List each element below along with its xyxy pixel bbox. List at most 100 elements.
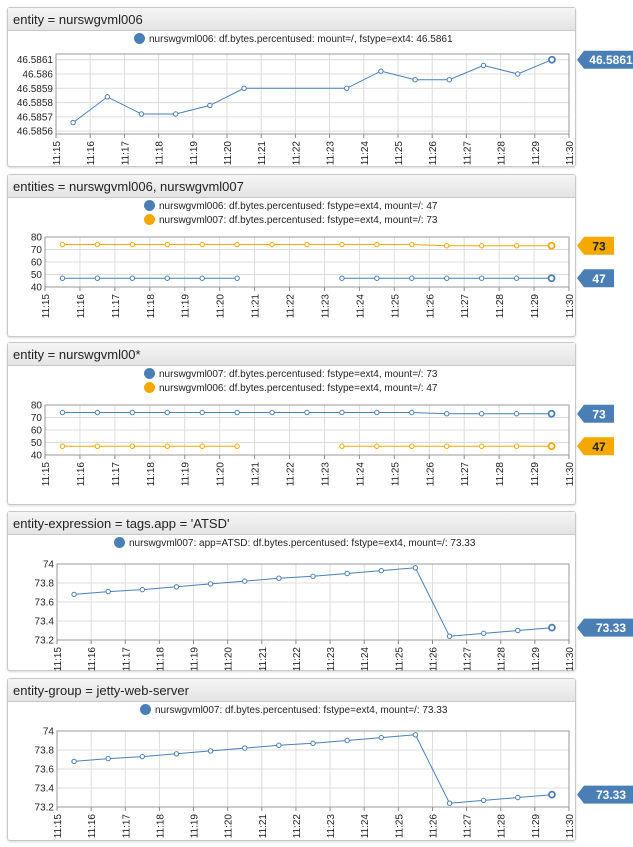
x-tick-label: 11:25 — [390, 462, 401, 487]
data-point — [59, 275, 66, 281]
data-point — [173, 584, 180, 590]
legend-item[interactable]: nurswgvml006: df.bytes.percentused: fsty… — [144, 382, 438, 396]
chart-plot[interactable]: 11:15 11:16 11:17 11:18 11:19 11:20 11:21 11:22… — [8, 399, 633, 509]
x-tick-label: 11:26 — [428, 141, 439, 166]
badge-shape — [577, 785, 633, 804]
data-point — [164, 241, 170, 248]
data-point — [138, 111, 145, 117]
y-tick-label: 73.8 — [35, 579, 55, 590]
y-tick-label: 73.2 — [35, 803, 55, 814]
data-point — [94, 241, 101, 248]
data-point — [374, 241, 380, 248]
x-tick-label: 11:29 — [531, 141, 542, 166]
x-tick-label: 11:23 — [326, 647, 337, 672]
y-tick-label: 73.4 — [35, 784, 55, 795]
data-point — [207, 581, 214, 587]
x-tick-label: 11:23 — [326, 814, 337, 839]
data-point — [515, 71, 521, 77]
x-tick-label: 11:26 — [428, 814, 439, 839]
y-tick-label: 46.5858 — [17, 98, 54, 109]
data-point — [199, 275, 205, 281]
badge-shape — [577, 618, 633, 637]
x-tick-label: 11:30 — [565, 462, 576, 487]
y-tick-label: 73.8 — [35, 746, 55, 757]
plot-frame — [44, 236, 570, 288]
legend-item[interactable]: nurswgvml007: df.bytes.percentused: fsty… — [144, 368, 438, 382]
data-point — [242, 578, 248, 584]
y-tick-label: 74 — [43, 727, 55, 738]
data-point — [269, 409, 275, 416]
y-tick-label: 50 — [31, 438, 43, 449]
chart-plot[interactable]: 11:15 11:16 11:17 11:18 11:19 11:20 11:21 11:22… — [8, 231, 633, 341]
data-point — [105, 755, 111, 762]
data-point — [478, 443, 485, 449]
data-point — [71, 758, 77, 765]
data-point — [199, 443, 205, 449]
data-point — [139, 753, 146, 760]
legend-item[interactable]: nurswgvml007: app=ATSD: df.bytes.percent… — [114, 537, 475, 551]
plot-frame — [56, 730, 570, 808]
data-point — [104, 94, 111, 100]
x-tick-label: 11:27 — [463, 814, 474, 839]
legend-item[interactable]: nurswgvml006: df.bytes.percentused: fsty… — [144, 200, 438, 214]
x-tick-label: 11:27 — [460, 294, 471, 319]
data-point — [409, 443, 415, 449]
legend-label: nurswgvml007: app=ATSD: df.bytes.percent… — [129, 538, 476, 549]
widget-entity-group: entity-group = jetty-web-server nurswgvm… — [7, 678, 633, 841]
data-point — [444, 443, 450, 449]
badge-value: 73 — [592, 239, 606, 253]
badge-shape — [577, 236, 614, 255]
legend-dot-icon — [134, 33, 145, 44]
legend-item[interactable]: nurswgvml007: df.bytes.percentused: fsty… — [144, 214, 438, 228]
data-point — [234, 443, 240, 449]
y-tick-label: 40 — [31, 283, 43, 294]
data-point — [513, 443, 520, 449]
data-point — [513, 275, 520, 281]
data-point — [129, 443, 136, 449]
series-line — [72, 59, 553, 123]
legend-label: nurswgvml006: df.bytes.percentused: moun… — [149, 34, 453, 45]
x-tick-label: 11:24 — [355, 462, 366, 487]
x-tick-label: 11:26 — [425, 294, 436, 319]
last-value-badge: 73 — [577, 236, 614, 255]
x-tick-label: 11:28 — [497, 141, 508, 166]
x-tick-label: 11:18 — [155, 141, 166, 166]
y-tick-label: 60 — [31, 426, 43, 437]
data-point — [446, 633, 453, 639]
chart-plot[interactable]: 11:15 11:16 11:17 11:18 11:19 11:20 11:21 11:22… — [8, 721, 633, 841]
data-point — [412, 565, 419, 571]
x-tick-label: 11:22 — [292, 647, 303, 672]
legend-item[interactable]: nurswgvml006: df.bytes.percentused: moun… — [134, 33, 453, 47]
x-tick-label: 11:25 — [390, 294, 401, 319]
x-tick-label: 11:28 — [497, 814, 508, 839]
data-point — [344, 737, 350, 744]
y-tick-label: 73.6 — [35, 765, 55, 776]
data-point — [374, 443, 380, 449]
data-point — [515, 627, 521, 634]
data-point — [378, 567, 384, 574]
chart-plot[interactable]: 11:15 11:16 11:17 11:18 11:19 11:20 11:21 11:22… — [8, 554, 633, 674]
y-tick-label: 73.6 — [35, 598, 55, 609]
data-point — [310, 740, 316, 747]
x-tick-label: 11:18 — [146, 462, 157, 487]
widget-entities: entities = nurswgvml006, nurswgvml007 nu… — [7, 174, 614, 337]
chart-plot[interactable]: 11:15 11:16 11:17 11:18 11:19 11:20 11:21 11:22… — [8, 50, 633, 170]
x-tick-label: 11:19 — [189, 141, 200, 166]
x-tick-label: 11:20 — [224, 814, 235, 839]
data-point — [378, 734, 384, 741]
x-tick-label: 11:27 — [463, 647, 474, 672]
data-point — [105, 588, 111, 595]
x-tick-label: 11:26 — [428, 647, 439, 672]
x-tick-label: 11:18 — [155, 814, 166, 839]
data-point — [547, 274, 556, 283]
data-point — [173, 751, 180, 757]
x-tick-label: 11:30 — [565, 647, 576, 672]
legend-item[interactable]: nurswgvml007: df.bytes.percentused: fsty… — [140, 704, 447, 718]
y-tick-label: 46.5859 — [17, 84, 54, 95]
x-tick-label: 11:22 — [291, 141, 302, 166]
x-tick-label: 11:29 — [531, 814, 542, 839]
legend-dot-icon — [144, 368, 155, 379]
x-tick-label: 11:28 — [497, 647, 508, 672]
x-tick-label: 11:25 — [394, 647, 405, 672]
data-point — [478, 411, 485, 417]
